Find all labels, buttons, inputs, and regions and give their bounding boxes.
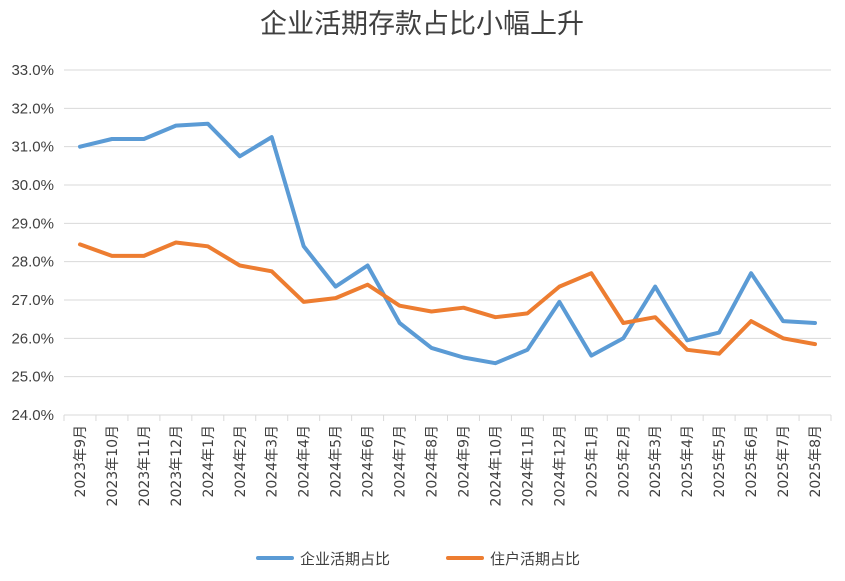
y-tick-label: 32.0% <box>11 100 54 117</box>
x-tick-label: 2025年4月 <box>680 425 696 498</box>
data-point <box>238 264 242 268</box>
data-point <box>174 241 178 245</box>
data-point <box>653 285 657 289</box>
x-tick-label: 2025年5月 <box>712 425 728 498</box>
x-tick-label: 2025年1月 <box>584 425 600 498</box>
data-point <box>206 122 210 126</box>
data-point <box>110 254 114 258</box>
x-tick-label: 2024年3月 <box>265 425 281 498</box>
x-tick-label: 2024年2月 <box>233 425 249 498</box>
data-point <box>525 311 529 315</box>
data-point <box>461 306 465 310</box>
data-point <box>430 310 434 314</box>
data-point <box>621 336 625 340</box>
data-point <box>78 145 82 149</box>
data-point <box>334 285 338 289</box>
data-point <box>334 296 338 300</box>
y-tick-label: 31.0% <box>11 139 54 156</box>
y-tick-label: 24.0% <box>11 407 54 424</box>
data-point <box>430 346 434 350</box>
data-point <box>398 321 402 325</box>
data-point <box>366 264 370 268</box>
data-point <box>206 244 210 248</box>
data-point <box>717 352 721 356</box>
x-tick-label: 2024年12月 <box>552 425 568 506</box>
data-point <box>525 348 529 352</box>
x-tick-label: 2025年6月 <box>744 425 760 498</box>
x-tick-label: 2023年12月 <box>169 425 185 506</box>
y-tick-label: 26.0% <box>11 330 54 347</box>
data-point <box>813 342 817 346</box>
x-tick-label: 2024年4月 <box>297 425 313 498</box>
data-point <box>589 271 593 275</box>
data-point <box>621 321 625 325</box>
data-point <box>557 300 561 304</box>
data-point <box>238 154 242 158</box>
series-layer <box>78 121 817 366</box>
data-point <box>142 137 146 141</box>
data-point <box>685 338 689 342</box>
data-point <box>302 300 306 304</box>
x-tick-label: 2025年7月 <box>776 425 792 498</box>
x-tick-label: 2024年11月 <box>520 425 536 506</box>
x-tick-label: 2024年9月 <box>456 425 472 498</box>
data-point <box>781 319 785 323</box>
legend-label: 住户活期占比 <box>490 550 580 568</box>
data-point <box>78 242 82 246</box>
x-tick-label: 2025年3月 <box>648 425 664 498</box>
series-line-1 <box>78 121 817 366</box>
y-tick-label: 27.0% <box>11 292 54 309</box>
x-tick-label: 2024年1月 <box>201 425 217 498</box>
y-tick-label: 28.0% <box>11 254 54 271</box>
data-point <box>493 361 497 365</box>
legend-label: 企业活期占比 <box>300 550 390 568</box>
y-tick-label: 25.0% <box>11 369 54 386</box>
data-point <box>398 304 402 308</box>
data-point <box>589 354 593 358</box>
legend: 企业活期占比 住户活期占比 <box>256 550 580 568</box>
data-point <box>461 356 465 360</box>
y-axis-ticks: 24.0% 25.0% 26.0% 27.0% 28.0% 29.0% 30.0% 31.0%… <box>11 62 54 424</box>
gridlines <box>64 69 831 416</box>
x-tick-label: 2024年8月 <box>425 425 441 498</box>
data-point <box>142 254 146 258</box>
data-point <box>717 331 721 335</box>
y-tick-label: 33.0% <box>11 62 54 79</box>
y-tick-label: 30.0% <box>11 177 54 194</box>
data-point <box>781 336 785 340</box>
x-tick-label: 2023年11月 <box>137 425 153 506</box>
data-point <box>749 319 753 323</box>
x-tick-label: 2025年2月 <box>616 425 632 498</box>
data-point <box>653 315 657 319</box>
data-point <box>270 269 274 273</box>
series-line-2 <box>78 240 817 356</box>
x-tick-label: 2025年8月 <box>808 425 824 498</box>
data-point <box>174 124 178 128</box>
data-point <box>685 348 689 352</box>
x-tick-label: 2024年7月 <box>393 425 409 498</box>
x-tick-label: 2024年10月 <box>488 425 504 506</box>
data-point <box>557 285 561 289</box>
data-point <box>749 271 753 275</box>
x-tick-label: 2024年6月 <box>361 425 377 498</box>
data-point <box>270 135 274 139</box>
x-tick-label: 2024年5月 <box>329 425 345 498</box>
data-point <box>493 315 497 319</box>
chart-title: 企业活期存款占比小幅上升 <box>260 9 584 40</box>
data-point <box>302 244 306 248</box>
data-point <box>110 137 114 141</box>
x-tick-label: 2023年9月 <box>73 425 89 498</box>
y-tick-label: 29.0% <box>11 215 54 232</box>
x-axis-ticks: 2023年9月 2023年10月 2023年11月 2023年12月 2024年1月 20… <box>63 415 832 506</box>
x-tick-label: 2023年10月 <box>105 425 121 506</box>
data-point <box>366 283 370 287</box>
data-point <box>813 321 817 325</box>
